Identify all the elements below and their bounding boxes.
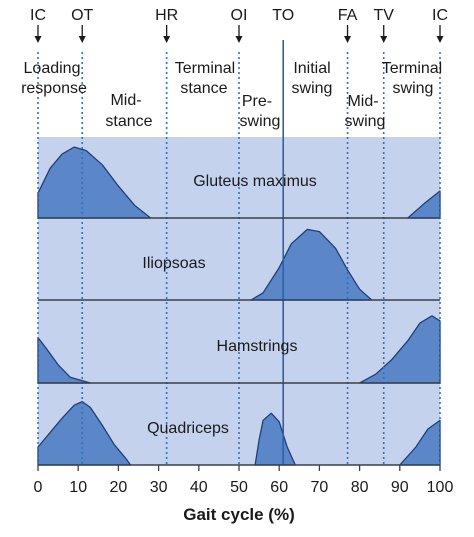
x-axis-title: Gait cycle (%) [183, 505, 295, 524]
muscle-label-gluteus-maximus: Gluteus maximus [193, 173, 317, 190]
x-tick-label: 70 [311, 479, 329, 496]
muscle-labels: Gluteus maximus Iliopsoas Hamstrings Qua… [142, 173, 316, 437]
phase-midswing-line2: swing [345, 113, 386, 130]
event-label-fa: FA [338, 7, 358, 24]
tick-marks [37, 465, 441, 471]
phase-midstance-line1: Mid- [110, 92, 141, 109]
phase-midstance-line2: stance [105, 113, 152, 130]
x-tick-label: 10 [69, 479, 87, 496]
down-arrow-icon [34, 36, 42, 43]
tick-labels: 0 10 20 30 40 50 60 70 80 90 100 [34, 479, 454, 496]
activity-area-quadriceps [37, 400, 132, 466]
phase-terminal-stance-line2: stance [180, 80, 227, 97]
activity-area-gluteus-maximus [37, 146, 152, 219]
muscle-label-hamstrings: Hamstrings [217, 338, 298, 355]
phase-terminal-swing-line1: Terminal [382, 60, 442, 77]
x-tick-label: 50 [230, 479, 248, 496]
phase-preswing-line2: swing [240, 113, 281, 130]
phase-terminal-stance-line1: Terminal [175, 60, 235, 77]
x-tick-label: 20 [110, 479, 128, 496]
down-arrow-icon [78, 36, 86, 43]
phase-preswing-line1: Pre- [242, 93, 272, 110]
event-label-to: TO [272, 7, 294, 24]
phase-midswing-line1: Mid- [347, 93, 378, 110]
down-arrow-icon [163, 36, 171, 43]
event-label-ic: IC [30, 7, 46, 24]
muscle-label-quadriceps: Quadriceps [147, 420, 229, 437]
x-tick-label: 0 [34, 479, 43, 496]
event-lines [37, 40, 441, 465]
event-label-tv: TV [373, 7, 394, 24]
down-arrow-icon [380, 36, 388, 43]
x-tick-label: 90 [391, 479, 409, 496]
x-tick-label: 40 [190, 479, 208, 496]
down-arrow-icon [436, 36, 444, 43]
phase-labels: Loading response Mid- stance Terminal st… [21, 60, 442, 130]
down-arrow-icon [344, 36, 352, 43]
event-label-oi: OI [231, 7, 248, 24]
down-arrow-icon [235, 36, 243, 43]
event-header: IC OT HR OI TO FA TV IC [30, 7, 448, 43]
event-label-ot: OT [71, 7, 93, 24]
x-tick-label: 30 [150, 479, 168, 496]
activity-area-iliopsoas [250, 228, 373, 301]
x-tick-label: 80 [351, 479, 369, 496]
event-label-ic: IC [432, 7, 448, 24]
x-tick-label: 100 [427, 479, 454, 496]
phase-terminal-swing-line2: swing [393, 80, 434, 97]
activity-area-quadriceps [254, 412, 296, 466]
event-label-hr: HR [155, 7, 178, 24]
muscle-label-iliopsoas: Iliopsoas [142, 255, 205, 272]
phase-initial-swing-line1: Initial [293, 60, 330, 77]
x-tick-label: 60 [270, 479, 288, 496]
phase-loading-response-line1: Loading [24, 60, 81, 77]
phase-initial-swing-line2: swing [292, 80, 333, 97]
phase-loading-response-line2: response [21, 80, 87, 97]
